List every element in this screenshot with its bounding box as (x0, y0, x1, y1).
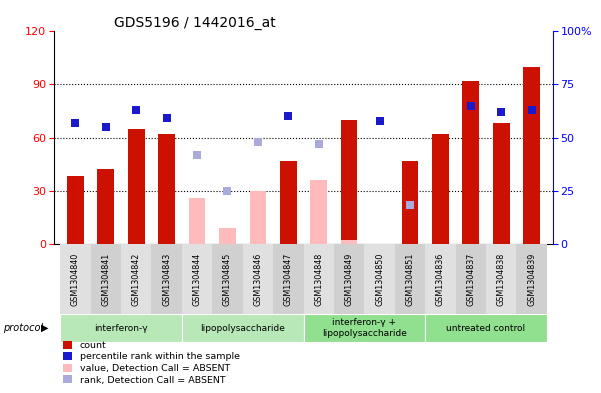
Text: GSM1304836: GSM1304836 (436, 252, 445, 306)
Bar (364, 244, 395, 314)
Text: GSM1304845: GSM1304845 (223, 252, 232, 306)
Bar (304, 244, 334, 314)
Bar (212, 244, 243, 314)
Bar (219, 228, 236, 244)
Bar (249, 191, 266, 244)
Bar (425, 314, 547, 342)
Bar (462, 81, 479, 244)
Text: GSM1304842: GSM1304842 (132, 252, 141, 306)
Text: GSM1304839: GSM1304839 (527, 252, 536, 306)
Point (314, 141, 323, 147)
Bar (91, 244, 121, 314)
Text: interferon-γ +
lipopolysaccharide: interferon-γ + lipopolysaccharide (322, 318, 407, 338)
Bar (341, 120, 358, 244)
Text: GSM1304851: GSM1304851 (406, 252, 415, 306)
Point (527, 107, 537, 113)
Bar (456, 244, 486, 314)
Bar (523, 67, 540, 244)
Point (284, 113, 293, 119)
Point (466, 103, 475, 109)
Text: GSM1304847: GSM1304847 (284, 252, 293, 306)
Text: GSM1304848: GSM1304848 (314, 252, 323, 306)
Bar (395, 244, 425, 314)
Bar (425, 244, 456, 314)
Bar (432, 134, 449, 244)
Text: GSM1304841: GSM1304841 (102, 252, 111, 306)
Text: GSM1304843: GSM1304843 (162, 252, 171, 306)
Point (405, 202, 415, 209)
Point (132, 107, 141, 113)
Bar (273, 244, 304, 314)
Bar (60, 314, 182, 342)
Text: ▶: ▶ (41, 323, 48, 333)
Bar (334, 244, 364, 314)
Bar (243, 244, 273, 314)
Bar (341, 240, 358, 244)
Bar (128, 129, 145, 244)
Bar (60, 244, 91, 314)
Bar (493, 123, 510, 244)
Point (496, 109, 506, 115)
Point (253, 139, 263, 145)
Bar (182, 314, 304, 342)
Bar (486, 244, 516, 314)
Point (222, 187, 232, 194)
Text: GSM1304846: GSM1304846 (254, 252, 263, 306)
Point (101, 124, 111, 130)
Legend: count, percentile rank within the sample, value, Detection Call = ABSENT, rank, : count, percentile rank within the sample… (59, 337, 243, 388)
Bar (121, 244, 151, 314)
Bar (401, 160, 418, 244)
Text: GSM1304849: GSM1304849 (344, 252, 353, 306)
Text: GDS5196 / 1442016_at: GDS5196 / 1442016_at (114, 17, 276, 30)
Bar (182, 244, 212, 314)
Bar (280, 160, 297, 244)
Bar (97, 169, 114, 244)
Text: GSM1304844: GSM1304844 (192, 252, 201, 306)
Text: untreated control: untreated control (447, 324, 525, 332)
Bar (516, 244, 547, 314)
Bar (151, 244, 182, 314)
Bar (310, 180, 327, 244)
Text: protocol: protocol (3, 323, 43, 333)
Point (162, 115, 171, 121)
Bar (67, 176, 84, 244)
Text: GSM1304837: GSM1304837 (466, 252, 475, 306)
Bar (304, 314, 425, 342)
Text: GSM1304840: GSM1304840 (71, 252, 80, 306)
Point (70, 119, 80, 126)
Text: GSM1304850: GSM1304850 (375, 252, 384, 306)
Point (192, 151, 202, 158)
Text: lipopolysaccharide: lipopolysaccharide (200, 324, 285, 332)
Point (375, 118, 385, 124)
Bar (158, 134, 175, 244)
Text: interferon-γ: interferon-γ (94, 324, 148, 332)
Bar (189, 198, 206, 244)
Text: GSM1304838: GSM1304838 (496, 252, 505, 306)
